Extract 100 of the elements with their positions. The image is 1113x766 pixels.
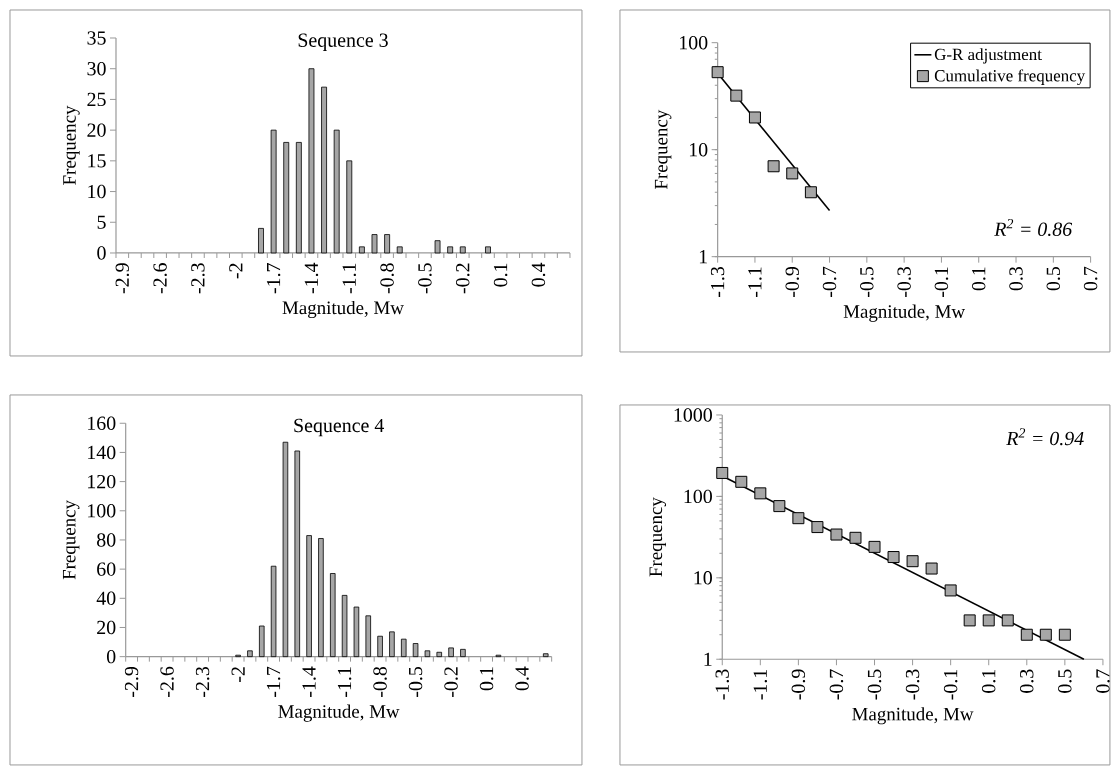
y-tick-label: 5 xyxy=(97,215,106,229)
y-tick-label: 0 xyxy=(106,649,116,664)
point xyxy=(716,467,729,479)
bar xyxy=(358,246,365,254)
x-tick-label: 0.1 xyxy=(493,263,508,287)
x-tick-label: 0.1 xyxy=(479,667,494,691)
bar xyxy=(424,650,431,658)
bar xyxy=(270,565,277,658)
bar xyxy=(346,160,353,254)
x-tick-label: -2.3 xyxy=(191,263,205,294)
chart-title: Sequence 4 xyxy=(294,418,385,437)
x-tick-label: -1.7 xyxy=(266,263,281,294)
point xyxy=(767,160,780,173)
point xyxy=(1001,614,1014,627)
bar xyxy=(295,142,302,254)
y-tick-label: 60 xyxy=(97,562,116,576)
y-tick-label: 25 xyxy=(87,92,106,107)
point xyxy=(792,512,805,525)
y-tick-label: 100 xyxy=(679,35,708,50)
y-axis-title: Frequency xyxy=(654,109,672,190)
x-tick-label: -1.1 xyxy=(342,263,356,294)
y-tick-label: 20 xyxy=(97,620,116,635)
bar xyxy=(485,246,491,254)
x-tick-label: -0.1 xyxy=(934,267,949,298)
bar xyxy=(283,142,290,254)
bar xyxy=(308,68,315,254)
x-axis-title: Magnitude, Mw xyxy=(843,304,966,322)
y-tick-label: 10 xyxy=(689,142,708,157)
x-tick-label: 0.7 xyxy=(1096,669,1110,693)
y-axis-title: Frequency xyxy=(649,497,667,577)
x-tick-label: -0.3 xyxy=(905,669,920,700)
point xyxy=(868,540,881,553)
bar xyxy=(384,234,391,254)
x-tick-label: -0.5 xyxy=(860,266,874,298)
x-tick-label: 0.5 xyxy=(1046,266,1061,291)
y-tick-label: 30 xyxy=(87,62,106,76)
x-tick-label: -0.7 xyxy=(829,669,844,700)
x-axis-title: Magnitude, Mw xyxy=(278,704,400,722)
bar xyxy=(259,625,265,658)
x-tick-label: -2.9 xyxy=(115,263,130,294)
bar xyxy=(333,129,340,254)
x-tick-label: 0.7 xyxy=(1083,266,1098,291)
bar xyxy=(412,643,419,658)
point xyxy=(1039,628,1052,641)
bar xyxy=(306,535,312,658)
y-tick-label: 35 xyxy=(87,31,106,45)
point xyxy=(1058,628,1071,641)
x-tick-label: 0.3 xyxy=(1020,669,1034,693)
bar xyxy=(258,228,264,254)
point xyxy=(944,584,957,597)
point xyxy=(773,500,786,513)
legend-label: Cumulative frequency xyxy=(934,69,1086,86)
x-tick-label: -0.9 xyxy=(785,267,800,298)
bar xyxy=(282,441,289,658)
bar xyxy=(460,648,466,658)
x-axis-title: Magnitude, Mw xyxy=(282,300,404,319)
x-tick-label: -0.8 xyxy=(380,263,394,294)
point xyxy=(811,521,824,534)
y-tick-label: 1000 xyxy=(674,408,712,422)
x-tick-label: -0.1 xyxy=(943,669,958,700)
legend-label: G-R adjustment xyxy=(934,48,1042,64)
bar xyxy=(365,615,372,658)
bar xyxy=(542,653,549,658)
x-tick-label: -1.1 xyxy=(337,667,352,697)
point xyxy=(887,551,900,564)
point xyxy=(906,555,919,568)
y-tick-label: 160 xyxy=(88,416,116,431)
x-tick-label: -2 xyxy=(229,263,243,279)
point xyxy=(748,111,761,124)
x-tick-label: 0.5 xyxy=(1058,669,1072,693)
y-tick-label: 1 xyxy=(699,250,707,264)
x-tick-label: -0.2 xyxy=(456,263,470,294)
point xyxy=(830,528,843,541)
y-tick-label: 140 xyxy=(88,445,116,460)
point xyxy=(711,66,724,79)
bar xyxy=(377,635,383,658)
y-tick-label: 1 xyxy=(704,652,712,666)
x-tick-label: -1.4 xyxy=(304,262,319,294)
bar xyxy=(389,631,395,658)
x-tick-label: 0.1 xyxy=(981,669,996,693)
x-tick-label: -2.6 xyxy=(153,263,167,294)
x-tick-label: -0.2 xyxy=(444,667,458,697)
x-tick-label: -1.3 xyxy=(710,266,725,298)
x-tick-label: -2 xyxy=(231,667,245,683)
x-axis-title: Magnitude, Mw xyxy=(852,707,974,725)
y-axis-title: Frequency xyxy=(62,500,80,580)
x-tick-label: -0.5 xyxy=(408,666,423,697)
bar xyxy=(459,246,466,254)
chart-title: Sequence 3 xyxy=(298,33,388,51)
x-tick-label: -2.9 xyxy=(124,667,139,697)
x-tick-label: -2.6 xyxy=(160,666,174,697)
x-tick-label: -1.1 xyxy=(753,669,768,700)
y-tick-label: 120 xyxy=(88,474,116,489)
x-tick-label: 0.3 xyxy=(1009,266,1023,291)
point xyxy=(925,562,938,575)
annotation: R$^{2}$ = 0.94 xyxy=(1006,428,1084,446)
point xyxy=(786,167,799,180)
y-tick-label: 10 xyxy=(694,571,712,585)
bar xyxy=(329,573,336,658)
point xyxy=(754,487,767,500)
